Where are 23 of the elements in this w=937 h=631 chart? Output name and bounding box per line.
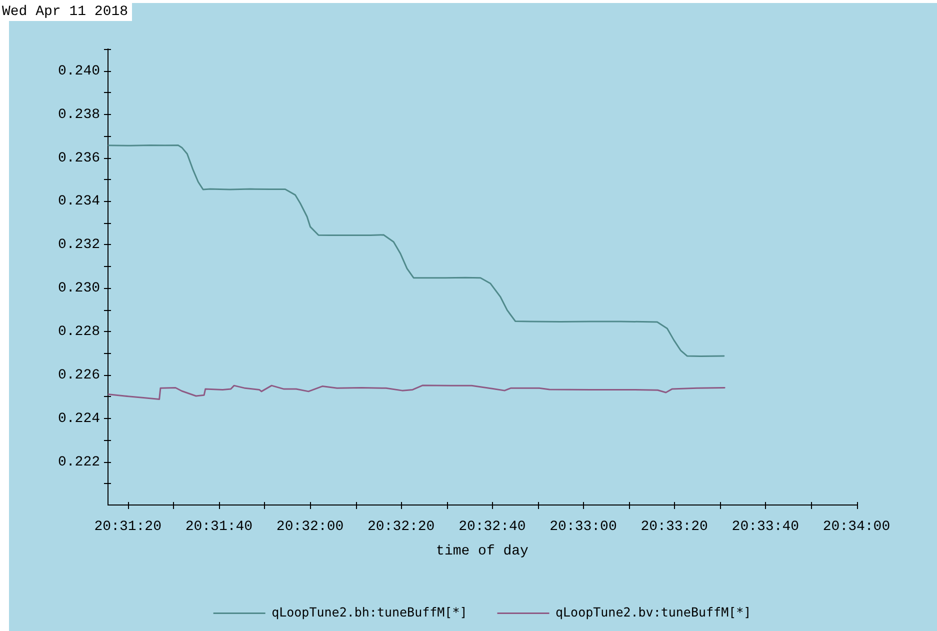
y-tick-label: 0.232 — [58, 237, 100, 254]
x-tick-label: 20:32:00 — [276, 519, 344, 536]
chart-title: Wed Apr 11 2018 — [0, 3, 132, 21]
legend-label: qLoopTune2.bv:tuneBuffM[*] — [556, 604, 752, 620]
x-tick-label: 20:33:00 — [550, 519, 617, 536]
x-tick-label: 20:34:00 — [822, 519, 890, 536]
y-tick-label: 0.236 — [58, 150, 100, 166]
y-tick-label: 0.238 — [58, 106, 100, 123]
x-tick-label: 20:32:40 — [458, 519, 526, 536]
x-tick-label: 20:33:20 — [640, 519, 708, 536]
y-tick-label: 0.230 — [58, 280, 100, 297]
y-tick-label: 0.222 — [58, 454, 100, 470]
y-tick-label: 0.240 — [58, 63, 100, 80]
y-tick-label: 0.234 — [58, 194, 100, 210]
y-tick-label: 0.228 — [58, 324, 100, 340]
x-axis-title: time of day — [436, 543, 528, 560]
x-tick-label: 20:31:40 — [185, 519, 253, 536]
x-tick-label: 20:32:20 — [368, 519, 435, 536]
x-tick-label: 20:33:40 — [732, 519, 800, 536]
legend-label: qLoopTune2.bh:tuneBuffM[*] — [272, 604, 468, 620]
x-tick-label: 20:31:20 — [94, 519, 162, 536]
y-tick-label: 0.224 — [58, 410, 100, 427]
y-tick-label: 0.226 — [58, 367, 100, 384]
